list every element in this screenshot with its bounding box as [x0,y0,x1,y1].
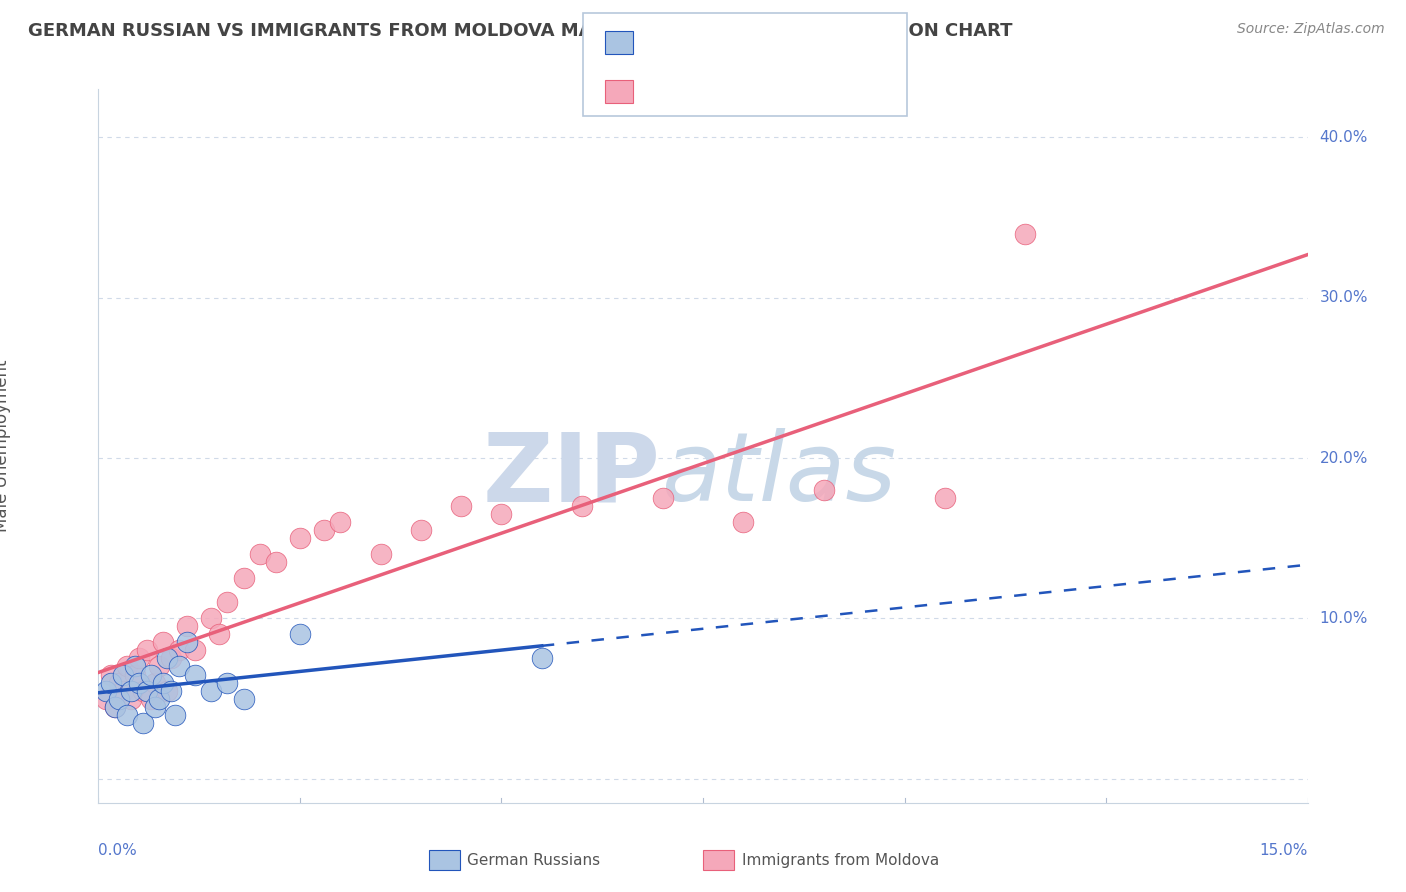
Point [135,643,157,657]
Point [160,651,183,665]
Point [124,667,146,681]
Point [115,659,138,673]
Point [103,699,125,714]
Point [152,635,174,649]
Point [409,523,432,537]
Text: 20.0%: 20.0% [1320,450,1368,466]
Point [100,675,122,690]
Text: Immigrants from Moldova: Immigrants from Moldova [742,854,939,868]
Point [288,531,311,545]
Point [200,611,222,625]
Point [329,515,352,529]
Point [107,691,129,706]
Text: Source: ZipAtlas.com: Source: ZipAtlas.com [1237,22,1385,37]
Point [314,523,336,537]
Point [530,651,553,665]
Point [107,675,129,690]
Point [96,683,118,698]
Point [491,507,513,521]
Point [143,675,166,690]
Point [176,619,198,633]
Point [132,683,155,698]
Point [288,627,311,641]
Point [232,571,254,585]
Point [148,691,170,706]
Text: 10.0%: 10.0% [1320,611,1368,626]
Point [124,659,146,673]
Point [128,651,150,665]
Point [111,667,134,681]
Point [934,491,956,505]
Point [232,691,254,706]
Text: N = 26: N = 26 [745,35,799,50]
Point [370,547,392,561]
Point [143,699,166,714]
Point [100,667,122,681]
Point [111,683,134,698]
Point [139,691,162,706]
Point [184,667,207,681]
Point [176,635,198,649]
Point [264,555,287,569]
Point [249,547,271,561]
Point [208,627,231,641]
Point [120,691,142,706]
Point [450,499,472,513]
Text: 15.0%: 15.0% [1260,843,1308,858]
Text: 0.0%: 0.0% [98,843,138,858]
Text: R =: R = [644,84,678,99]
Point [167,643,190,657]
Text: 30.0%: 30.0% [1320,290,1368,305]
Point [135,683,157,698]
Point [733,515,755,529]
Point [152,675,174,690]
Point [115,707,138,722]
Point [156,683,179,698]
Point [184,643,207,657]
Text: ZIP: ZIP [482,428,661,521]
Text: Male Unemployment: Male Unemployment [0,359,11,533]
Point [571,499,593,513]
Text: N = 39: N = 39 [745,84,799,99]
Text: 40.0%: 40.0% [1320,130,1368,145]
Point [96,691,118,706]
Point [200,683,222,698]
Point [217,595,239,609]
Point [139,667,162,681]
Text: atlas: atlas [661,428,896,521]
Point [160,683,183,698]
Point [156,651,179,665]
Text: German Russians: German Russians [467,854,600,868]
Point [128,675,150,690]
Point [132,715,155,730]
Point [1014,227,1036,241]
Text: 0.769: 0.769 [675,84,718,99]
Text: GERMAN RUSSIAN VS IMMIGRANTS FROM MOLDOVA MALE UNEMPLOYMENT CORRELATION CHART: GERMAN RUSSIAN VS IMMIGRANTS FROM MOLDOV… [28,22,1012,40]
Point [163,707,186,722]
Text: R =: R = [644,35,678,50]
Point [651,491,673,505]
Point [217,675,239,690]
Point [148,659,170,673]
Point [813,483,835,497]
Point [120,683,142,698]
Text: -0.003: -0.003 [675,35,724,50]
Point [167,659,190,673]
Point [103,699,125,714]
